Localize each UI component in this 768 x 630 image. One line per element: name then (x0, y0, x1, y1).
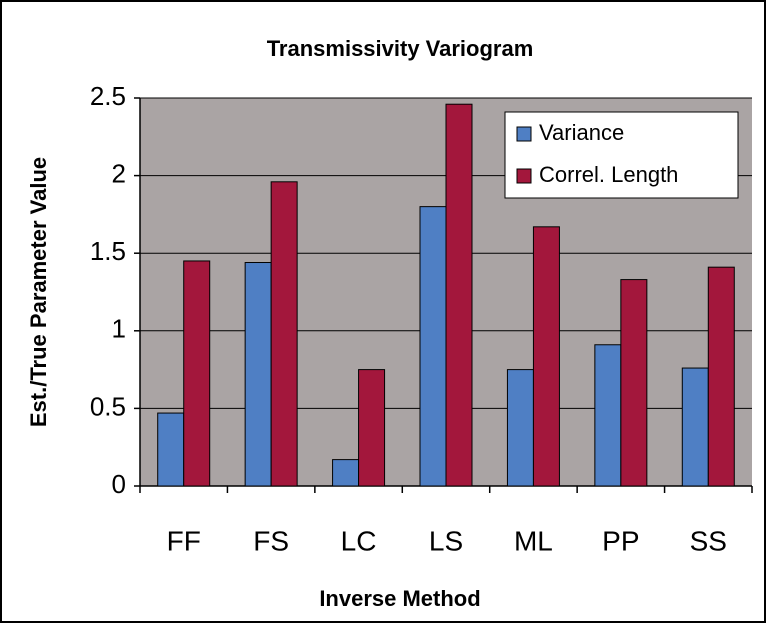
chart-title: Transmissivity Variogram (267, 36, 534, 61)
legend-label: Variance (539, 120, 624, 145)
bar (445, 103, 473, 487)
x-tick-label: FS (253, 525, 289, 556)
y-tick-label: 1 (112, 314, 126, 344)
bar (506, 369, 534, 487)
y-tick-label: 1.5 (90, 236, 126, 266)
x-tick-label: PP (602, 525, 639, 556)
bar (183, 260, 211, 487)
x-tick-label: FF (167, 525, 201, 556)
x-tick-label: LC (341, 525, 377, 556)
x-tick-label: LS (429, 525, 463, 556)
bar (270, 181, 298, 487)
x-tick-label: SS (690, 525, 727, 556)
bar (332, 459, 360, 487)
bar (244, 262, 272, 487)
y-tick-label: 0.5 (90, 391, 126, 421)
bar (594, 344, 622, 487)
bar (532, 226, 560, 487)
bar (681, 367, 709, 487)
bar (157, 412, 185, 487)
bar (419, 206, 447, 487)
bar (707, 266, 735, 487)
legend-swatch (516, 126, 532, 142)
bar (358, 369, 386, 487)
bar (620, 279, 648, 487)
legend-swatch (516, 168, 532, 184)
y-tick-label: 2.5 (90, 81, 126, 111)
y-axis-label: Est./True Parameter Value (26, 157, 51, 427)
y-tick-label: 0 (112, 469, 126, 499)
x-tick-label: ML (514, 525, 553, 556)
x-axis-label: Inverse Method (319, 586, 480, 611)
legend-box (504, 111, 739, 199)
y-tick-label: 2 (112, 158, 126, 188)
legend-label: Correl. Length (539, 162, 678, 187)
